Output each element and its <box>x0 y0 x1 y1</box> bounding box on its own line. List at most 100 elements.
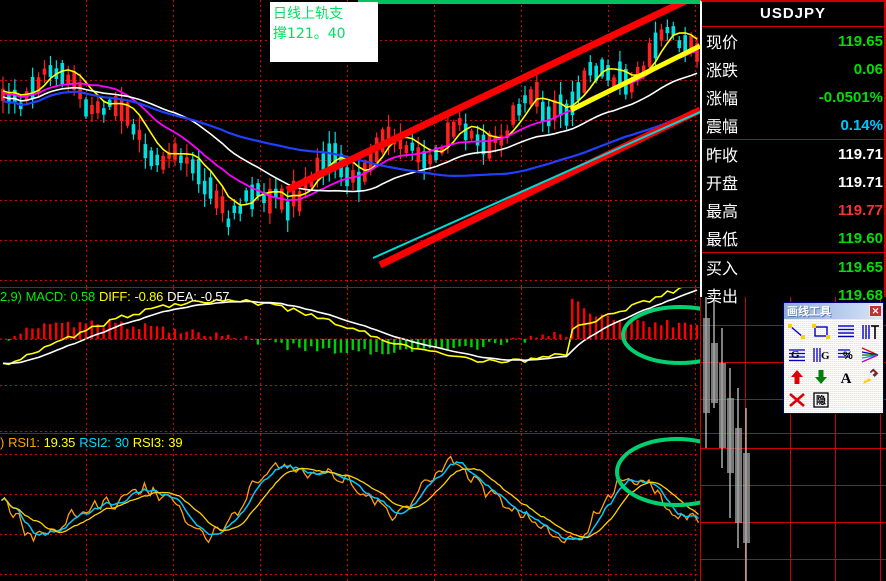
rsi3-label: RSI3: <box>132 435 165 450</box>
rsi1-label: RSI1: <box>8 435 40 450</box>
rsi-panel[interactable]: ) RSI1: 19.35 RSI2: 30 RSI3: 39 <box>0 434 700 581</box>
hide-lines-tool[interactable]: 隐 <box>809 389 833 412</box>
rsi-drawings[interactable] <box>0 434 700 581</box>
quote-row: 昨收 119.71 <box>702 140 884 168</box>
trendline-cyan-support <box>372 111 700 259</box>
trendline-icon <box>787 323 807 341</box>
rsi-series <box>1 455 700 544</box>
quote-panel[interactable]: USDJPY 现价 119.65 涨跌 0.06 涨幅 -0.0501% 震幅 0.14% 昨收… <box>700 0 886 306</box>
divider-macd-rsi <box>0 433 700 434</box>
cross-icon <box>787 391 807 409</box>
up-arrow-tool[interactable] <box>785 366 809 389</box>
svg-text:%: % <box>843 350 853 362</box>
future-candles <box>703 288 750 581</box>
rsi2-label: RSI2: <box>79 435 111 450</box>
quote-separator <box>702 26 884 27</box>
tools-titlebar[interactable]: 画线工具 ✕ <box>784 303 883 319</box>
macd-drawings[interactable] <box>0 288 700 434</box>
macd-highlight-ellipse <box>621 305 700 365</box>
hlines-icon <box>836 323 856 341</box>
quote-label: 买入 <box>706 261 739 278</box>
rsi-highlight-ellipse <box>615 437 700 507</box>
quote-value: 0.06 <box>853 60 883 78</box>
chart-annotation-note[interactable]: 日线上轨支 撑121。40 <box>270 2 378 62</box>
quote-label: 昨收 <box>706 148 739 165</box>
divider-price-macd <box>0 287 700 288</box>
quote-row: 卖出 119.68 <box>702 281 884 309</box>
text-tool[interactable]: A <box>834 366 858 389</box>
rsi3-value: 39 <box>168 435 183 450</box>
quote-value: 119.77 <box>837 201 883 219</box>
down-arrow-tool[interactable] <box>809 366 833 389</box>
quote-value: 119.60 <box>837 229 883 247</box>
svg-text:隐: 隐 <box>816 394 826 407</box>
quote-value: -0.0501% <box>818 88 883 106</box>
close-icon[interactable]: ✕ <box>869 305 882 317</box>
quote-row: 开盘 119.71 <box>702 168 884 196</box>
quote-value: 0.14% <box>840 116 883 134</box>
quote-label: 现价 <box>706 35 739 52</box>
percent-retrace-tool[interactable]: % <box>834 344 858 367</box>
quote-separator <box>702 252 884 253</box>
quote-label: 开盘 <box>706 176 739 193</box>
macd-dea-label: DEA: <box>167 289 197 304</box>
macd-diff-value: -0.86 <box>134 289 164 304</box>
fan-icon <box>860 346 880 364</box>
quote-row: 最高 119.77 <box>702 196 884 224</box>
vertical-lines-tool[interactable] <box>858 321 882 344</box>
rsi1-value: 19.35 <box>43 435 76 450</box>
price-chart-panel[interactable]: 日线上轨支 撑121。40 <box>0 0 700 288</box>
macd-dea-value: -0.57 <box>200 289 230 304</box>
rectangle-icon <box>811 323 831 341</box>
macd-prefix: 2,9) <box>0 289 22 304</box>
rsi-prefix: ) <box>0 435 5 450</box>
quote-row: 震幅 0.14% <box>702 111 884 139</box>
rsi-readout: ) RSI1: 19.35 RSI2: 30 RSI3: 39 <box>0 435 186 450</box>
macd-readout: 2,9) MACD: 0.58 DIFF: -0.86 DEA: -0.57 <box>0 289 233 304</box>
quote-row: 涨跌 0.06 <box>702 55 884 83</box>
quote-label: 卖出 <box>706 289 739 306</box>
fan-lines-tool[interactable] <box>858 344 882 367</box>
tools-grid: G G% A 隐 <box>784 319 883 413</box>
arrow-up-icon <box>787 368 807 386</box>
gann-bars-icon: G <box>811 346 831 364</box>
rectangle-tool[interactable] <box>809 321 833 344</box>
quote-label: 涨跌 <box>706 63 739 80</box>
trendline-yellow <box>569 43 700 113</box>
symbol-title: USDJPY <box>759 5 827 22</box>
eraser-icon <box>860 368 880 386</box>
quote-value: 119.65 <box>837 32 883 50</box>
rsi-grid <box>0 434 700 581</box>
quote-row: 现价 119.65 <box>702 27 884 55</box>
eraser-tool[interactable] <box>858 366 882 389</box>
quote-row: 最低 119.60 <box>702 224 884 252</box>
arrow-down-icon <box>811 368 831 386</box>
quote-label: 最高 <box>706 204 739 221</box>
quote-value: 119.71 <box>837 173 883 191</box>
letter-a-icon: A <box>836 368 856 386</box>
quote-value: 119.65 <box>837 258 883 276</box>
gann-grid-tool[interactable]: G <box>809 344 833 367</box>
horizontal-lines-tool[interactable] <box>834 321 858 344</box>
hide-icon: 隐 <box>811 391 831 409</box>
delete-all-tool[interactable] <box>785 389 809 412</box>
drawing-tools-palette[interactable]: 画线工具 ✕ G G% A 隐 <box>783 302 884 414</box>
macd-name: MACD: <box>25 289 67 304</box>
trend-line-tool[interactable] <box>785 321 809 344</box>
gann-box-tool[interactable]: G <box>785 344 809 367</box>
quote-row: 买入 119.65 <box>702 253 884 281</box>
macd-diff-label: DIFF: <box>99 289 131 304</box>
annotation-line-1: 日线上轨支 <box>273 6 343 22</box>
macd-panel[interactable]: 2,9) MACD: 0.58 DIFF: -0.86 DEA: -0.57 <box>0 288 700 434</box>
trendline-lower-channel <box>378 106 700 269</box>
gann-g-icon: G <box>787 346 807 364</box>
annotation-line-2: 撑121。40 <box>273 26 346 42</box>
quote-row: 涨幅 -0.0501% <box>702 83 884 111</box>
macd-value: 0.58 <box>70 289 96 304</box>
rsi2-value: 30 <box>114 435 129 450</box>
quote-label: 最低 <box>706 232 739 249</box>
svg-text:G: G <box>821 350 830 362</box>
quote-label: 涨幅 <box>706 91 739 108</box>
vlines-t-icon <box>860 323 880 341</box>
